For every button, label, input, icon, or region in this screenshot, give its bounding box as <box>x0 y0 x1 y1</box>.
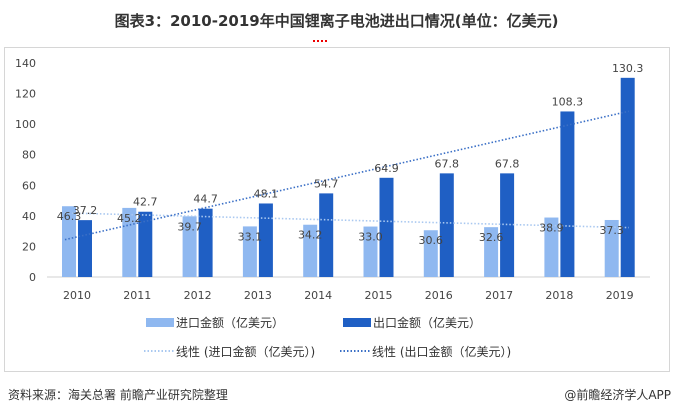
import-data-label: 37.3 <box>599 224 624 237</box>
source-note: 资料来源：海关总署 前瞻产业研究院整理 <box>8 388 228 402</box>
import-data-label: 34.2 <box>298 229 323 242</box>
import-bar <box>303 224 318 277</box>
y-tick-label: 0 <box>29 271 36 284</box>
x-tick-label: 2013 <box>244 289 272 302</box>
import-bar <box>182 216 197 277</box>
export-bar <box>620 77 635 277</box>
export-bar <box>78 220 92 277</box>
legend-label-import: 进口金额（亿美元） <box>176 315 284 330</box>
chart-title: 图表3：2010-2019年中国锂离子电池进出口情况(单位：亿美元) <box>114 12 559 30</box>
import-bar <box>363 226 378 277</box>
export-data-label: 42.7 <box>133 196 158 209</box>
import-data-label: 32.6 <box>479 231 504 244</box>
legend-label-export-trend: 线性 (出口金额（亿美元）) <box>372 344 511 359</box>
export-bar <box>439 173 454 277</box>
import-bar <box>62 206 76 277</box>
import-bar <box>484 227 499 277</box>
x-tick-label: 2010 <box>63 289 91 302</box>
x-tick-label: 2015 <box>365 289 393 302</box>
import-bar <box>544 217 559 277</box>
export-data-label: 48.1 <box>254 187 279 200</box>
chart-frame <box>4 47 670 372</box>
import-bar <box>423 230 438 277</box>
x-tick-label: 2011 <box>123 289 151 302</box>
import-bar <box>242 226 257 277</box>
x-tick-label: 2014 <box>304 289 332 302</box>
x-tick-label: 2012 <box>184 289 212 302</box>
import-data-label: 39.7 <box>177 220 202 233</box>
chart-svg: 0 20 40 60 80 100 120 140 2010 2011 2012 2013 2014 20… <box>15 57 650 359</box>
export-bar <box>258 203 273 277</box>
import-data-label: 33.1 <box>238 230 263 243</box>
export-bar <box>379 177 394 277</box>
export-data-label: 130.3 <box>612 62 644 75</box>
import-trendline <box>64 212 629 229</box>
x-tick-label: 2018 <box>545 289 573 302</box>
y-tick-label: 140 <box>15 57 36 70</box>
x-tick-label: 2019 <box>606 289 634 302</box>
y-tick-label: 20 <box>22 240 36 253</box>
export-data-label: 108.3 <box>552 95 584 108</box>
legend-label-import-trend: 线性 (进口金额（亿美元）) <box>176 344 315 359</box>
import-data-label: 33.0 <box>358 231 383 244</box>
import-data-label: 38.9 <box>539 222 564 235</box>
import-bar <box>604 219 619 277</box>
y-tick-label: 40 <box>22 210 36 223</box>
export-bar <box>560 111 575 277</box>
import-data-label: 45.2 <box>117 212 142 225</box>
import-data-label: 30.6 <box>419 234 444 247</box>
export-bar <box>319 193 334 277</box>
y-tick-label: 100 <box>15 118 36 131</box>
export-data-label: 37.2 <box>73 204 98 217</box>
x-tick-label: 2016 <box>425 289 453 302</box>
legend-swatch-export <box>343 318 371 327</box>
y-tick-label: 80 <box>22 149 36 162</box>
export-data-label: 67.8 <box>435 157 460 170</box>
import-bar <box>122 207 137 277</box>
legend-swatch-import <box>146 318 174 327</box>
export-bar <box>198 208 213 277</box>
y-tick-label: 60 <box>22 179 36 192</box>
brand-label: @前瞻经济学人APP <box>564 388 671 402</box>
y-tick-label: 120 <box>15 88 36 101</box>
export-data-label: 54.7 <box>314 177 339 190</box>
title-underline <box>313 40 327 42</box>
x-tick-label: 2017 <box>485 289 513 302</box>
export-data-label: 44.7 <box>193 193 218 206</box>
export-bar <box>138 211 153 277</box>
legend-label-export: 出口金额（亿美元） <box>373 315 481 330</box>
import-data-label: 46.3 <box>57 210 82 223</box>
export-data-label: 67.8 <box>495 157 520 170</box>
export-data-label: 64.9 <box>374 162 399 175</box>
